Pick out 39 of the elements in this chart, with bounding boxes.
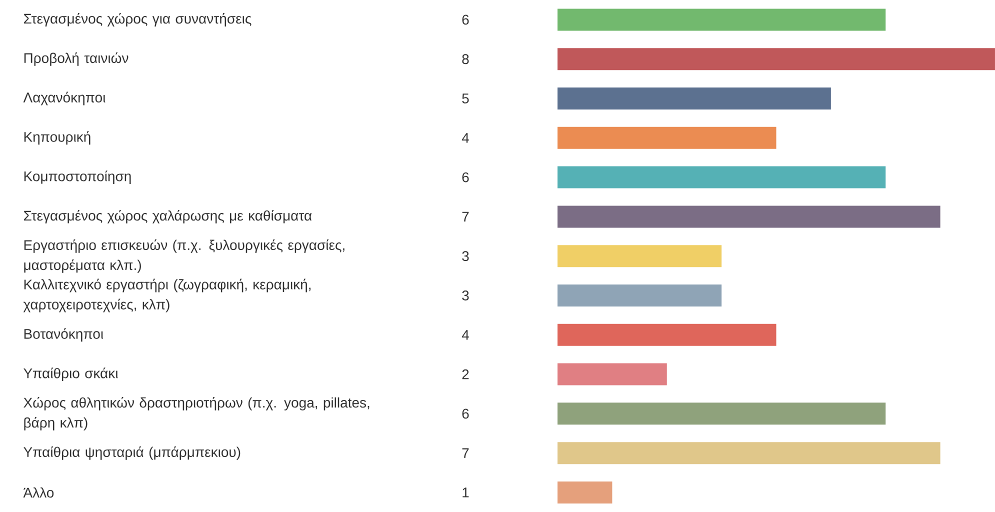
y-tick-label: Στεγασμένος χώρος για συναντήσεις (24, 12, 252, 26)
y-tick-label: Υπαίθριο σκάκι (24, 367, 118, 381)
data-label: 2 (462, 369, 469, 380)
data-label: 4 (462, 133, 469, 143)
data-label: 8 (462, 54, 469, 64)
bar (558, 48, 995, 70)
bar (558, 126, 776, 149)
bar (558, 87, 831, 110)
data-label: 3 (462, 251, 469, 261)
data-label: 6 (462, 172, 469, 182)
data-label: 3 (462, 290, 469, 300)
bar (558, 8, 886, 31)
bar (558, 206, 940, 228)
y-tick-label: Κομποστοποίηση (24, 170, 131, 184)
bar (558, 481, 612, 504)
y-tick-label: Βοτανόκηποι (24, 328, 104, 342)
data-label: 5 (462, 94, 469, 104)
data-label: 6 (462, 14, 469, 25)
bar (558, 363, 667, 386)
bar (558, 442, 940, 464)
y-tick-label: Προβολή ταινιών (24, 52, 128, 66)
y-tick-label: Στεγασμένος χώρος χαλάρωσης με καθίσματα (24, 210, 312, 224)
y-tick-label: Υπαίθρια ψησταριά (μπάρμπεκιου) (24, 446, 240, 460)
bar (558, 245, 722, 268)
y-tick-label: Κηπουρική (24, 131, 90, 145)
y-tick-label: Λαχανόκηποι (23, 92, 106, 106)
data-label: 1 (462, 488, 469, 498)
bar (558, 166, 886, 188)
data-label: 7 (462, 448, 469, 458)
data-label: 6 (462, 408, 469, 419)
data-label: 4 (462, 330, 469, 340)
y-tick-label: Καλλιτεχνικό εργαστήρι (ζωγραφική, κεραμική, χαρτοχειροτεχνίες, κλπ) (23, 278, 311, 312)
y-tick-label: Εργαστήριο επισκευών (π.χ. ξυλουργικές εργασίες, μαστορέματα κλπ.) (24, 239, 344, 273)
y-tick-label: Άλλο (23, 487, 54, 498)
bar (558, 402, 886, 425)
bar (558, 324, 776, 346)
data-label: 7 (462, 212, 469, 222)
y-tick-label: Χώρος αθλητικών δραστηριοτήρων (π.χ. yoga, pillates, βάρη κλπ) (24, 396, 370, 430)
bar (558, 284, 722, 306)
